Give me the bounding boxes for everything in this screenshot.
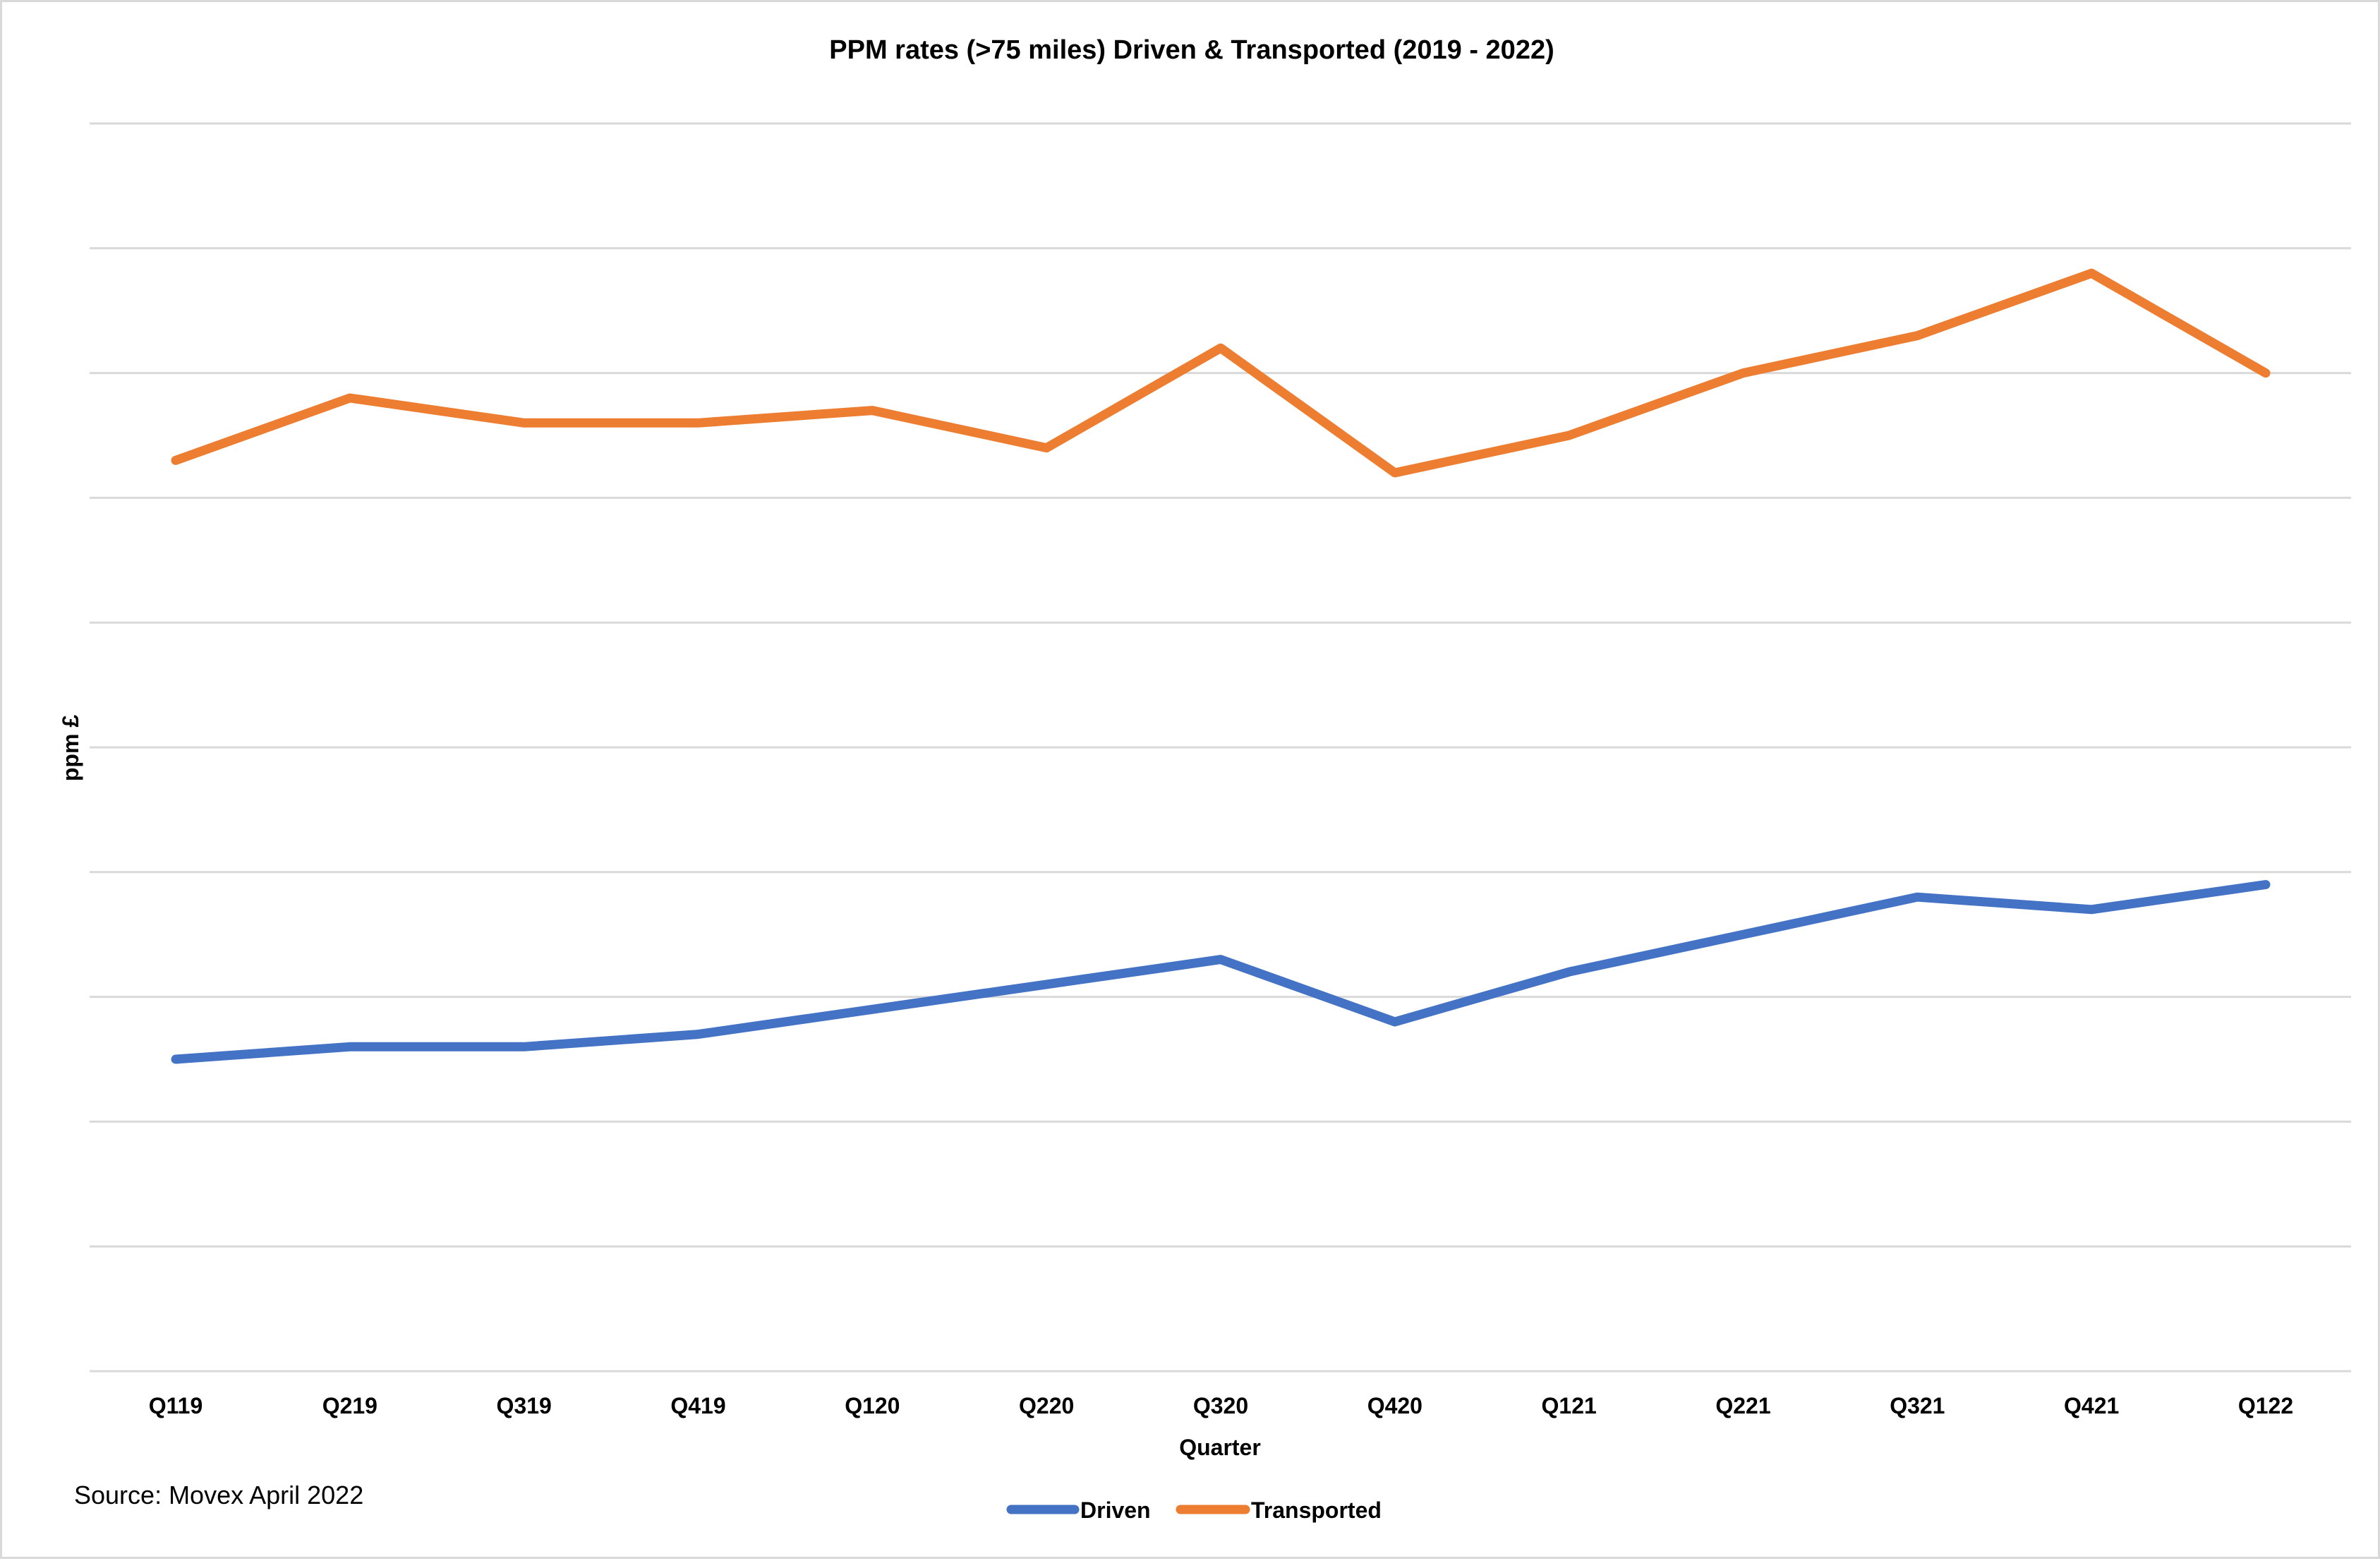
data-point-transported-q421 bbox=[2091, 272, 2093, 275]
y-axis-label: ppm £ bbox=[58, 715, 83, 781]
data-point-driven-q420 bbox=[1394, 1020, 1396, 1023]
legend-label-driven: Driven bbox=[1080, 1497, 1151, 1523]
data-point-transported-q320 bbox=[1220, 347, 1221, 349]
source-note: Source: Movex April 2022 bbox=[74, 1481, 363, 1509]
data-point-driven-q219 bbox=[349, 1046, 351, 1048]
data-point-driven-q421 bbox=[2091, 908, 2093, 910]
x-tick-label: Q419 bbox=[670, 1393, 725, 1418]
x-tick-label: Q121 bbox=[1542, 1393, 1597, 1418]
data-point-driven-q221 bbox=[1742, 934, 1744, 936]
x-tick-label: Q319 bbox=[497, 1393, 552, 1418]
x-tick-label: Q120 bbox=[845, 1393, 900, 1418]
x-axis-tick-labels: Q119 Q219 Q319 Q419 Q120 Q220 Q320 Q420 Q121 Q221… bbox=[149, 1393, 2293, 1418]
data-point-driven-q321 bbox=[1916, 896, 1919, 898]
x-axis-label: Quarter bbox=[1179, 1435, 1261, 1460]
data-point-driven-q320 bbox=[1220, 958, 1221, 960]
data-point-driven-q120 bbox=[871, 1008, 874, 1011]
x-tick-label: Q321 bbox=[1890, 1393, 1945, 1418]
x-tick-label: Q420 bbox=[1367, 1393, 1422, 1418]
data-point-transported-q219 bbox=[349, 397, 351, 399]
data-point-driven-q122 bbox=[2265, 884, 2266, 886]
data-point-transported-q221 bbox=[1742, 372, 1744, 374]
data-point-transported-q321 bbox=[1916, 334, 1919, 337]
data-point-driven-q319 bbox=[523, 1046, 525, 1048]
legend-item-driven: Driven bbox=[1006, 1497, 1151, 1523]
series-layer bbox=[171, 268, 2271, 1064]
legend: Driven Transported bbox=[1006, 1497, 1382, 1523]
data-point-transported-q119 bbox=[175, 459, 176, 462]
x-tick-label: Q221 bbox=[1715, 1393, 1770, 1418]
x-tick-label: Q219 bbox=[322, 1393, 377, 1418]
data-point-transported-q220 bbox=[1046, 447, 1048, 449]
data-point-transported-q122 bbox=[2265, 372, 2266, 374]
chart-title: PPM rates (>75 miles) Driven & Transport… bbox=[829, 35, 1554, 65]
data-point-transported-q419 bbox=[697, 422, 699, 424]
x-tick-label: Q119 bbox=[149, 1393, 203, 1418]
data-point-transported-q121 bbox=[1568, 435, 1570, 436]
x-tick-label: Q122 bbox=[2238, 1393, 2293, 1418]
series-line-driven bbox=[171, 880, 2271, 1064]
data-point-transported-q319 bbox=[523, 422, 525, 424]
x-tick-label: Q220 bbox=[1019, 1393, 1074, 1418]
x-tick-label: Q421 bbox=[2064, 1393, 2119, 1418]
x-tick-label: Q320 bbox=[1193, 1393, 1248, 1418]
data-point-driven-q220 bbox=[1046, 983, 1048, 985]
data-point-driven-q419 bbox=[697, 1033, 699, 1035]
gridlines bbox=[90, 122, 2351, 1373]
legend-label-transported: Transported bbox=[1251, 1497, 1382, 1523]
legend-item-transported: Transported bbox=[1176, 1497, 1382, 1523]
data-point-transported-q120 bbox=[871, 409, 874, 411]
data-point-driven-q119 bbox=[175, 1059, 176, 1060]
data-point-driven-q121 bbox=[1568, 971, 1570, 973]
data-point-transported-q420 bbox=[1394, 472, 1396, 474]
